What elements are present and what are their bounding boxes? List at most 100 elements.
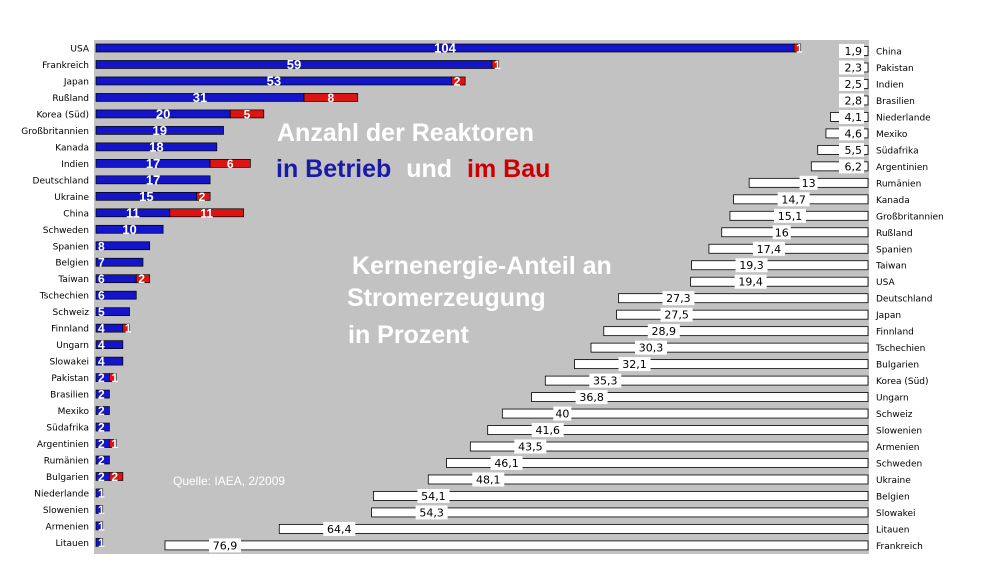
share-value-bg-tschechien — [635, 340, 668, 355]
operating-value-ungarn: 4 — [98, 338, 105, 352]
share-value-argentinien: 6,2 — [845, 160, 863, 173]
construction-bar-indien — [209, 159, 251, 168]
construction-bar-russland — [303, 93, 359, 102]
share-bar-usa — [690, 276, 869, 287]
operating-value-tschechien: 6 — [98, 289, 105, 303]
country-label-finnland: Finnland — [51, 325, 89, 335]
country-label-slowenien: Slowenien — [43, 506, 89, 516]
operating-value-suedafrika: 2 — [98, 421, 105, 435]
source-note: Quelle: IAEA, 2/2009 — [173, 474, 285, 488]
country-label-japan: Japan — [63, 77, 89, 87]
share-bar-frankreich — [164, 540, 869, 551]
share-country-label-schweiz: Schweiz — [876, 410, 913, 420]
construction-bar-frankreich — [491, 60, 500, 69]
share-value-usa: 19,4 — [738, 276, 763, 289]
country-label-ukraine: Ukraine — [54, 193, 89, 203]
share-country-label-usa: USA — [876, 278, 895, 288]
share-value-finnland: 28,9 — [652, 325, 677, 338]
share-bar-russland — [721, 227, 869, 238]
operating-value-bulgarien: 2 — [98, 470, 105, 484]
share-value-ungarn: 36,8 — [579, 391, 604, 404]
operating-value-china: 11 — [126, 205, 140, 220]
country-label-litauen: Litauen — [55, 539, 89, 549]
share-value-bg-ukraine — [472, 472, 505, 487]
share-country-label-china: China — [876, 48, 902, 58]
share-value-deutschland: 27,3 — [666, 292, 691, 305]
share-country-label-indien: Indien — [876, 80, 904, 90]
share-value-bg-russland — [772, 225, 791, 240]
share-value-bg-slowenien — [531, 423, 564, 438]
construction-bar-china — [169, 208, 245, 218]
share-bar-korea-sued — [544, 375, 869, 386]
share-value-bg-indien — [839, 76, 864, 91]
subtitle-line-2: Stromerzeugung — [347, 284, 546, 312]
country-label-brasilien: Brasilien — [50, 391, 89, 401]
share-bar-spanien — [708, 243, 869, 254]
operating-bar-mexiko — [95, 406, 110, 415]
country-label-deutschland: Deutschland — [33, 176, 89, 186]
operating-value-frankreich: 59 — [287, 57, 301, 72]
share-value-slowenien: 41,6 — [535, 424, 560, 437]
share-country-label-slowakei: Slowakei — [876, 509, 916, 519]
share-value-kanada: 14,7 — [781, 193, 806, 206]
share-bar-bulgarien — [574, 359, 869, 370]
construction-bar-finnland — [122, 323, 130, 333]
operating-value-deutschland: 17 — [146, 172, 160, 187]
share-bar-tschechien — [590, 342, 869, 353]
construction-value-russland: 8 — [328, 91, 335, 105]
operating-bar-rumaenien — [95, 455, 110, 465]
share-value-bg-ungarn — [575, 390, 608, 405]
share-country-label-belgien: Belgien — [876, 492, 910, 502]
share-country-label-rumaenien: Rumänien — [876, 179, 921, 189]
share-value-bulgarien: 32,1 — [622, 358, 647, 371]
country-label-russland: Rußland — [52, 94, 89, 104]
construction-value-finnland: 1 — [125, 322, 132, 336]
country-label-frankreich: Frankreich — [42, 61, 89, 71]
construction-value-indien: 6 — [227, 157, 234, 171]
construction-bar-taiwan — [135, 274, 151, 284]
share-bar-schweden — [446, 458, 869, 468]
operating-value-usa: 104 — [434, 41, 456, 56]
share-value-spanien: 17,4 — [757, 243, 782, 256]
share-value-bg-japan — [660, 307, 693, 322]
share-country-label-grossbritannien: Großbritannien — [876, 212, 944, 222]
operating-bar-belgien — [95, 257, 144, 267]
country-label-china: China — [63, 209, 89, 219]
operating-bar-kanada — [95, 142, 218, 152]
construction-bar-bulgarien — [109, 472, 124, 481]
country-label-usa: USA — [70, 45, 89, 55]
share-bar-belgien — [373, 491, 869, 501]
share-value-pakistan: 2,3 — [845, 61, 863, 74]
share-value-brasilien: 2,8 — [845, 94, 863, 107]
share-country-label-kanada: Kanada — [876, 196, 910, 206]
country-label-spanien: Spanien — [53, 242, 89, 252]
country-label-armenien: Armenien — [46, 522, 89, 532]
share-country-label-niederlande: Niederlande — [876, 113, 931, 123]
operating-value-japan: 53 — [267, 73, 281, 88]
operating-bar-tschechien — [95, 290, 137, 300]
operating-bar-grossbritannien — [95, 126, 224, 135]
share-value-bg-suedafrika — [839, 142, 864, 157]
share-country-label-finnland: Finnland — [876, 328, 914, 338]
share-country-label-schweden: Schweden — [876, 460, 922, 470]
share-bar-litauen — [278, 524, 869, 534]
share-value-ukraine: 48,1 — [476, 473, 501, 486]
share-value-bg-belgien — [417, 488, 450, 503]
operating-bar-spanien — [95, 241, 151, 251]
operating-bar-slowakei — [95, 356, 124, 366]
operating-value-spanien: 8 — [98, 239, 105, 253]
share-value-taiwan: 19,3 — [739, 259, 764, 272]
construction-bar-usa — [793, 43, 802, 53]
operating-value-pakistan: 2 — [98, 371, 105, 385]
operating-value-taiwan: 6 — [98, 272, 105, 286]
share-country-label-japan: Japan — [875, 311, 901, 321]
operating-value-schweiz: 5 — [98, 305, 105, 319]
share-bars: 1,92,32,52,84,14,65,56,21314,715,11617,4… — [164, 44, 869, 553]
operating-value-armenien: 1 — [98, 519, 105, 533]
operating-value-grossbritannien: 19 — [153, 123, 167, 138]
share-country-label-bulgarien: Bulgarien — [876, 361, 919, 371]
operating-bar-niederlande — [95, 488, 104, 498]
country-label-korea-sued: Korea (Süd) — [36, 110, 89, 120]
